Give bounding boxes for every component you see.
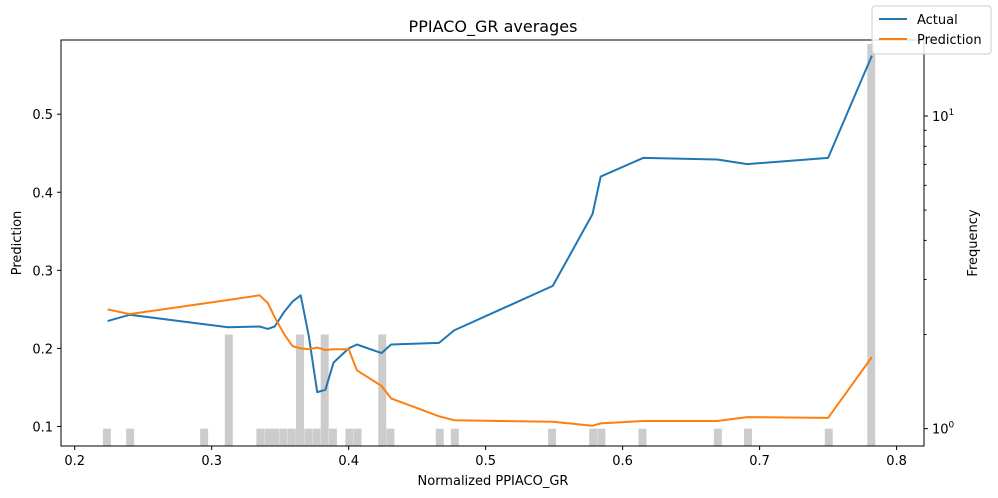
- histogram-bar: [296, 334, 305, 446]
- legend: Actual Prediction: [871, 5, 992, 55]
- histogram-bar: [264, 428, 273, 446]
- histogram-bar: [345, 428, 354, 446]
- frequency-histogram: [102, 43, 876, 446]
- histogram-bar: [353, 428, 362, 446]
- series-line-prediction: [107, 294, 873, 427]
- x-tick-label: 0.3: [201, 454, 222, 469]
- y-tick-label: 0.1: [32, 420, 53, 435]
- histogram-bar: [744, 428, 752, 446]
- histogram-bar: [386, 428, 395, 446]
- x-tick-label: 0.6: [612, 454, 633, 469]
- x-tick-label: 0.5: [475, 454, 496, 469]
- y-axis-right: 100 101: [924, 108, 955, 438]
- histogram-bar: [589, 428, 598, 446]
- histogram-bar: [713, 428, 722, 446]
- x-tick-label: 0.7: [749, 454, 770, 469]
- histogram-bar: [378, 334, 387, 446]
- y-axis-left: 0.1 0.2 0.3 0.4 0.5: [32, 108, 61, 435]
- histogram-bar: [200, 428, 209, 446]
- y2-axis-label: Frequency: [966, 209, 981, 276]
- y-tick-label: 0.2: [32, 342, 53, 357]
- legend-label-actual: Actual: [917, 13, 958, 28]
- histogram-bar: [224, 334, 233, 446]
- histogram-bar: [271, 428, 280, 446]
- histogram-bar: [304, 428, 313, 446]
- y2-tick-label: 101: [932, 108, 954, 125]
- x-tick-label: 0.8: [886, 454, 907, 469]
- histogram-bar: [126, 428, 135, 446]
- histogram-bar: [824, 428, 833, 446]
- histogram-bar: [450, 428, 459, 446]
- histogram-bar: [867, 43, 876, 446]
- line-series: [107, 55, 873, 427]
- chart-title: PPIACO_GR averages: [409, 17, 578, 37]
- histogram-bar: [287, 428, 296, 446]
- histogram-bar: [597, 428, 606, 446]
- legend-label-prediction: Prediction: [917, 33, 982, 48]
- histogram-bar: [279, 428, 288, 446]
- histogram-bar: [435, 428, 444, 446]
- y-tick-label: 0.5: [32, 108, 53, 123]
- histogram-bar: [328, 428, 337, 446]
- histogram-bar: [312, 428, 321, 446]
- x-tick-label: 0.2: [64, 454, 85, 469]
- y-tick-label: 0.3: [32, 264, 53, 279]
- x-axis-label: Normalized PPIACO_GR: [418, 474, 569, 489]
- y2-tick-label: 100: [932, 421, 955, 438]
- x-axis: 0.2 0.3 0.4 0.5 0.6 0.7 0.8: [64, 446, 907, 469]
- y-axis-label: Prediction: [10, 211, 25, 276]
- histogram-bar: [256, 428, 265, 446]
- histogram-bar: [102, 428, 111, 446]
- histogram-bar: [548, 428, 557, 446]
- series-line-actual: [107, 55, 873, 394]
- x-tick-label: 0.4: [338, 454, 359, 469]
- plot-area-frame: [60, 39, 925, 447]
- histogram-bar: [638, 428, 647, 446]
- y-tick-label: 0.4: [32, 186, 53, 201]
